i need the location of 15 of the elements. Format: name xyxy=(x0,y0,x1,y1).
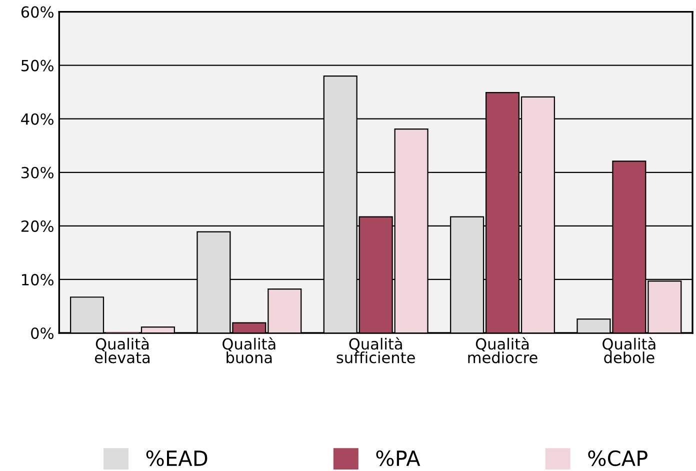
x-tick-label: Qualità mediocre xyxy=(468,337,538,364)
legend-label: %CAP xyxy=(588,450,648,466)
y-tick-label: 0% xyxy=(31,327,54,340)
y-tick-label: 10% xyxy=(22,274,54,286)
y-tick-label: 40% xyxy=(21,113,54,125)
x-tick-label: Qualità sufficiente xyxy=(336,337,415,364)
x-tick-label: Qualità debole xyxy=(602,337,656,364)
legend-label: %PA xyxy=(376,450,420,466)
x-tick-label: Qualità buona xyxy=(222,337,276,364)
y-tick-label: 60% xyxy=(21,6,54,18)
y-tick-label: 30% xyxy=(22,166,54,178)
x-tick-label: Qualità elevata xyxy=(94,337,150,364)
y-tick-label: 50% xyxy=(22,60,54,72)
y-tick-label: 20% xyxy=(21,220,54,232)
legend-label: %EAD xyxy=(146,450,208,466)
